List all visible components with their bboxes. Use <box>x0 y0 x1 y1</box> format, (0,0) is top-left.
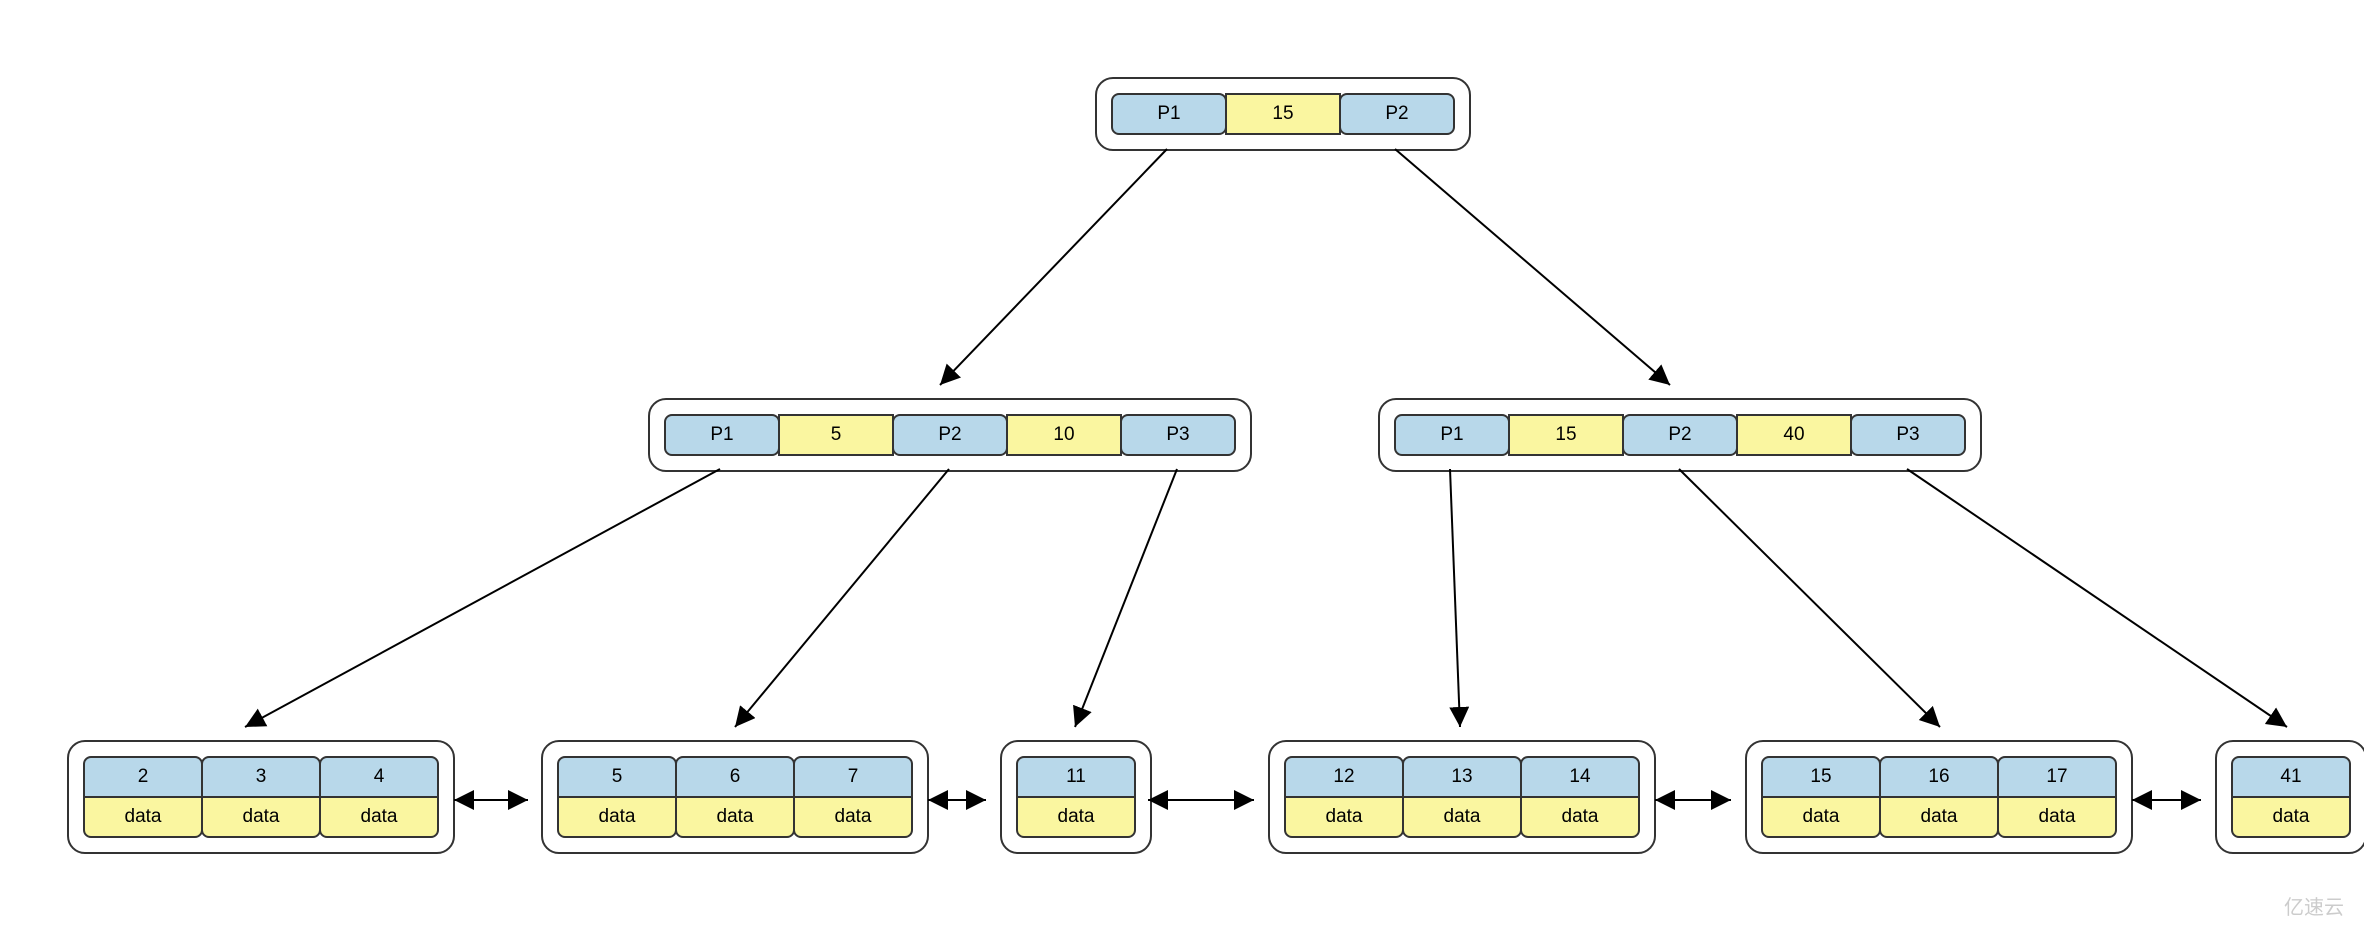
leaf5: 41data <box>2215 740 2364 854</box>
tree-arrow <box>1450 469 1460 727</box>
tree-arrow <box>1907 469 2287 727</box>
leaf-key: 12 <box>1284 756 1404 798</box>
ptr-cell: P2 <box>1622 414 1738 456</box>
tree-arrow <box>1075 469 1177 727</box>
tree-arrow <box>245 469 720 727</box>
leaf-key: 41 <box>2231 756 2351 798</box>
leaf-key: 15 <box>1761 756 1881 798</box>
leaf3: 12data13data14data <box>1268 740 1656 854</box>
leaf-data: data <box>319 796 439 838</box>
leaf-key: 14 <box>1520 756 1640 798</box>
leaf-data: data <box>201 796 321 838</box>
leaf-data: data <box>83 796 203 838</box>
leaf-data: data <box>1402 796 1522 838</box>
ptr-cell: P2 <box>1339 93 1455 135</box>
leaf-data: data <box>793 796 913 838</box>
tree-arrow <box>1679 469 1940 727</box>
ptr-cell: P3 <box>1850 414 1966 456</box>
leaf-data: data <box>1879 796 1999 838</box>
leaf-key: 2 <box>83 756 203 798</box>
ptr-cell: P2 <box>892 414 1008 456</box>
leaf-key: 13 <box>1402 756 1522 798</box>
leaf-key: 3 <box>201 756 321 798</box>
leaf-data: data <box>2231 796 2351 838</box>
leaf-key: 6 <box>675 756 795 798</box>
node-int_left: P15P210P3 <box>648 398 1252 472</box>
leaf2: 11data <box>1000 740 1152 854</box>
node-root: P115P2 <box>1095 77 1471 151</box>
key-cell: 15 <box>1508 414 1624 456</box>
leaf-data: data <box>1284 796 1404 838</box>
leaf-data: data <box>1520 796 1640 838</box>
leaf-data: data <box>1761 796 1881 838</box>
ptr-cell: P1 <box>664 414 780 456</box>
watermark: 亿速云 <box>2284 891 2344 920</box>
leaf-data: data <box>1997 796 2117 838</box>
key-cell: 10 <box>1006 414 1122 456</box>
key-cell: 40 <box>1736 414 1852 456</box>
ptr-cell: P1 <box>1111 93 1227 135</box>
leaf1: 5data6data7data <box>541 740 929 854</box>
ptr-cell: P1 <box>1394 414 1510 456</box>
tree-arrow <box>1395 149 1670 385</box>
leaf4: 15data16data17data <box>1745 740 2133 854</box>
leaf-key: 5 <box>557 756 677 798</box>
leaf-key: 17 <box>1997 756 2117 798</box>
ptr-cell: P3 <box>1120 414 1236 456</box>
tree-arrow <box>735 469 949 727</box>
tree-arrow <box>940 149 1167 385</box>
leaf0: 2data3data4data <box>67 740 455 854</box>
leaf-key: 11 <box>1016 756 1136 798</box>
leaf-key: 16 <box>1879 756 1999 798</box>
leaf-data: data <box>1016 796 1136 838</box>
leaf-data: data <box>675 796 795 838</box>
key-cell: 15 <box>1225 93 1341 135</box>
leaf-key: 7 <box>793 756 913 798</box>
leaf-data: data <box>557 796 677 838</box>
key-cell: 5 <box>778 414 894 456</box>
node-int_right: P115P240P3 <box>1378 398 1982 472</box>
leaf-key: 4 <box>319 756 439 798</box>
